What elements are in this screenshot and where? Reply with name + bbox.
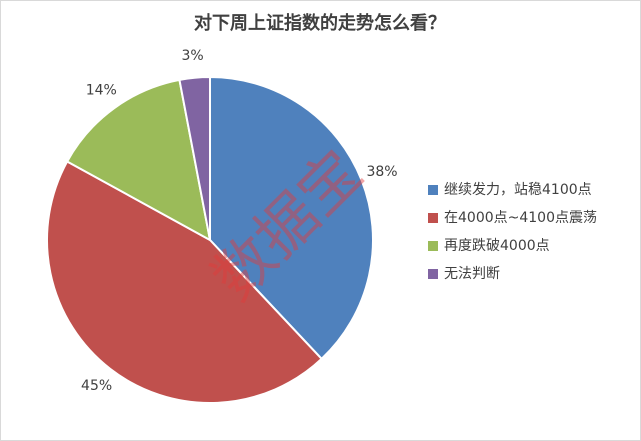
data-label: 45% [81, 378, 112, 394]
data-label: 38% [366, 164, 397, 180]
chart-title: 对下周上证指数的走势怎么看？ [194, 12, 446, 34]
legend-label: 无法判断 [444, 266, 500, 282]
data-label: 14% [86, 82, 117, 98]
pie-slice [65, 78, 212, 242]
legend-swatch [428, 269, 438, 279]
legend-label: 再度跌破4000点 [444, 238, 550, 254]
pie-slice [178, 75, 211, 241]
legend-swatch [428, 213, 438, 223]
legend-label: 在4000点~4100点震荡 [444, 210, 597, 226]
pie-slice [209, 75, 374, 361]
pie-slice [46, 160, 323, 404]
legend-label: 继续发力，站稳4100点 [444, 181, 592, 198]
data-label: 3% [181, 48, 203, 64]
legend-swatch [428, 241, 438, 251]
legend-swatch [428, 185, 438, 195]
